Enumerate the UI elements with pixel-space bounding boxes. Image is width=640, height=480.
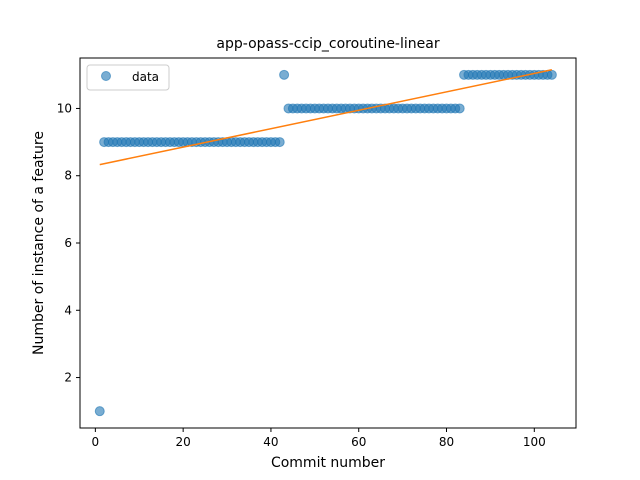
data-point (274, 137, 285, 148)
y-tick-label: 6 (64, 236, 72, 250)
fit-line-group (99, 69, 553, 166)
plot-area (80, 58, 576, 428)
data-point (546, 69, 557, 80)
chart-title: app-opass-ccip_coroutine-linear (216, 36, 439, 52)
y-tick-label: 2 (64, 371, 72, 385)
y-axis-label: Number of instance of a feature (31, 131, 47, 355)
x-tick-label: 80 (439, 435, 454, 449)
x-tick-label: 100 (523, 435, 546, 449)
x-tick-label: 20 (176, 435, 191, 449)
fit-line (99, 69, 553, 166)
legend: data (86, 64, 170, 91)
x-axis-ticks: 0 20 40 60 80 100 (92, 428, 546, 449)
x-tick-label: 40 (263, 435, 278, 449)
y-axis-ticks: 2 4 6 8 10 (57, 101, 80, 385)
data-point (94, 406, 105, 417)
data-point (454, 103, 465, 114)
x-tick-label: 0 (92, 435, 100, 449)
y-tick-label: 4 (64, 303, 72, 317)
y-tick-label: 10 (57, 101, 72, 115)
x-axis-label: Commit number (271, 455, 385, 471)
y-tick-label: 8 (64, 169, 72, 183)
legend-label: data (132, 70, 159, 84)
data-point (279, 69, 290, 80)
x-tick-label: 60 (351, 435, 366, 449)
data-points (94, 69, 557, 417)
legend-marker (101, 71, 111, 81)
